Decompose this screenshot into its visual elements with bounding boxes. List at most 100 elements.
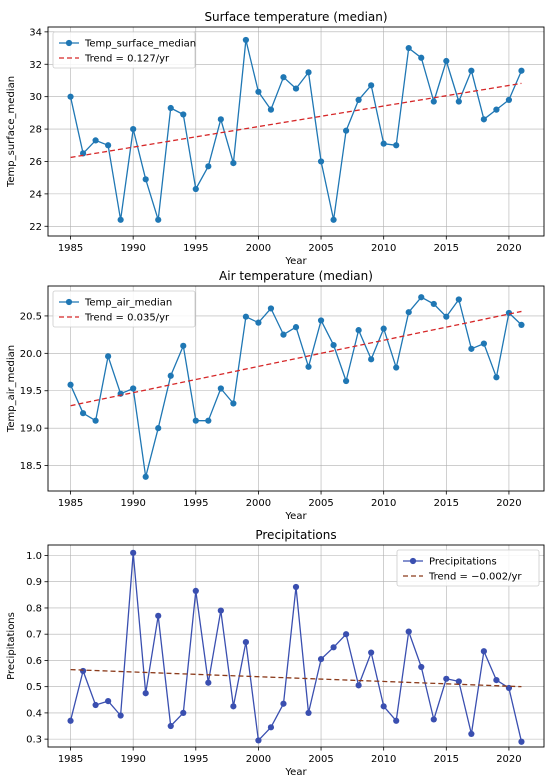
data-point xyxy=(292,324,300,331)
data-point xyxy=(242,313,249,320)
data-point xyxy=(443,675,450,682)
data-point xyxy=(205,679,212,686)
data-point xyxy=(217,385,224,392)
plot-frame xyxy=(47,285,545,492)
y-tick-label: 1.0 xyxy=(26,551,42,562)
x-axis-label: Year xyxy=(284,256,307,267)
y-tick-label: 0.9 xyxy=(26,577,42,588)
data-point xyxy=(518,321,525,329)
x-tick-label: 2005 xyxy=(308,243,333,254)
data-point xyxy=(317,158,325,165)
data-point xyxy=(205,163,212,170)
y-tick-label: 32 xyxy=(29,60,42,71)
data-point xyxy=(468,730,475,737)
y-tick-label: 20.0 xyxy=(20,349,42,360)
data-point xyxy=(405,628,412,635)
y-tick-label: 0.6 xyxy=(26,656,42,667)
data-point xyxy=(418,663,425,671)
y-tick-label: 20.5 xyxy=(20,311,42,322)
x-tick-label: 2015 xyxy=(434,498,459,509)
x-tick-label: 1995 xyxy=(183,754,208,765)
x-axis-label: Year xyxy=(284,767,307,778)
data-point xyxy=(130,125,137,133)
data-point xyxy=(142,473,149,480)
y-tick-label: 34 xyxy=(29,27,42,38)
trend-line xyxy=(70,668,522,688)
x-tick-label: 1985 xyxy=(58,754,83,765)
chart-2: 1985 1990 1995 2000 2005 2010 2015 2020 18.5 19.0… xyxy=(6,269,545,522)
x-tick-label: 1985 xyxy=(58,498,83,509)
data-point xyxy=(242,638,249,646)
y-tick-label: 26 xyxy=(29,157,42,168)
data-point xyxy=(192,417,199,424)
data-point xyxy=(330,342,337,349)
data-point xyxy=(380,325,387,332)
data-point xyxy=(180,342,187,349)
y-tick-label: 28 xyxy=(29,125,42,136)
x-tick-label: 1995 xyxy=(183,498,208,509)
data-point xyxy=(305,363,312,370)
data-point xyxy=(418,54,425,61)
data-point xyxy=(405,44,412,52)
data-point xyxy=(493,677,500,684)
y-tick-label: 0.5 xyxy=(26,682,42,693)
data-point xyxy=(92,137,99,144)
x-tick-label: 1990 xyxy=(120,498,145,509)
data-point xyxy=(418,294,425,301)
data-point xyxy=(518,738,525,745)
data-point xyxy=(142,176,149,183)
data-point xyxy=(267,724,275,731)
data-point xyxy=(292,85,300,92)
data-point xyxy=(280,74,287,81)
legend-box xyxy=(52,31,196,69)
data-point xyxy=(92,417,99,424)
data-point xyxy=(343,631,350,638)
data-point xyxy=(79,410,87,417)
data-point xyxy=(155,216,162,223)
y-tick-label: 18.5 xyxy=(20,461,42,472)
x-tick-label: 1995 xyxy=(183,243,208,254)
data-point xyxy=(393,364,400,371)
data-point xyxy=(443,57,450,65)
data-point xyxy=(67,717,74,724)
data-point xyxy=(280,700,287,707)
data-point xyxy=(405,309,412,316)
data-point xyxy=(518,67,525,74)
data-point xyxy=(480,116,487,123)
data-point xyxy=(305,69,312,76)
legend-entry-trend: Trend = 0.035/yr xyxy=(84,313,170,324)
data-point xyxy=(167,372,174,379)
y-axis-label: Precipitations xyxy=(6,612,17,680)
data-point xyxy=(267,305,275,312)
data-point xyxy=(368,649,375,656)
legend-marker-swatch xyxy=(65,298,73,306)
data-point xyxy=(205,417,212,424)
y-tick-label: 0.3 xyxy=(26,735,42,746)
data-point xyxy=(230,159,237,167)
data-point xyxy=(505,309,513,317)
data-point xyxy=(380,140,387,147)
legend: Temp_air_median Trend = 0.035/yr xyxy=(52,290,196,328)
data-point xyxy=(79,150,87,157)
data-point xyxy=(317,656,325,663)
chart-title: Surface temperature (median) xyxy=(204,10,387,24)
data-point xyxy=(330,216,337,223)
x-axis-label: Year xyxy=(284,511,307,522)
data-point xyxy=(292,583,300,591)
legend-entry-series: Temp_air_median xyxy=(84,298,172,309)
legend-box xyxy=(52,290,196,328)
plot-frame xyxy=(47,544,545,748)
data-point xyxy=(493,106,500,113)
trend-line xyxy=(70,82,522,159)
data-point xyxy=(480,340,487,347)
x-tick-label: 2015 xyxy=(434,754,459,765)
x-tick-label: 2010 xyxy=(371,754,396,765)
data-point xyxy=(443,313,450,320)
data-point xyxy=(79,667,87,675)
data-point xyxy=(455,296,462,303)
y-tick-label: 0.4 xyxy=(26,708,42,719)
x-tick-label: 2010 xyxy=(371,498,396,509)
plot-frame xyxy=(47,26,545,237)
legend-entry-series: Temp_surface_median xyxy=(84,39,196,50)
